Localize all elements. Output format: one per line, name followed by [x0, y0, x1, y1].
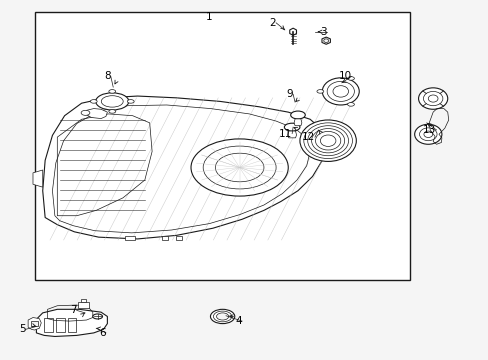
Polygon shape: [321, 37, 330, 44]
Ellipse shape: [109, 90, 116, 93]
Text: 3: 3: [320, 27, 326, 37]
Ellipse shape: [284, 123, 299, 131]
Bar: [35, 12, 409, 280]
Circle shape: [414, 124, 441, 144]
Bar: [56, 318, 64, 332]
Bar: [125, 236, 135, 240]
Bar: [78, 302, 89, 308]
Circle shape: [323, 39, 328, 42]
Ellipse shape: [216, 313, 228, 320]
Text: 5: 5: [19, 324, 26, 334]
Bar: [30, 321, 38, 327]
Circle shape: [418, 88, 447, 109]
Ellipse shape: [96, 93, 128, 110]
Text: 4: 4: [235, 316, 242, 326]
Text: 8: 8: [104, 71, 111, 81]
Ellipse shape: [290, 111, 305, 119]
Circle shape: [299, 120, 356, 161]
Ellipse shape: [347, 103, 354, 106]
Text: 7: 7: [70, 305, 77, 315]
Bar: [67, 318, 76, 332]
Bar: [176, 237, 182, 240]
Ellipse shape: [90, 100, 97, 103]
Text: 9: 9: [286, 89, 292, 99]
Circle shape: [322, 78, 359, 105]
Bar: [44, 318, 53, 332]
Ellipse shape: [93, 314, 102, 319]
Ellipse shape: [127, 100, 134, 103]
Ellipse shape: [109, 110, 116, 113]
Polygon shape: [293, 119, 301, 126]
Text: 6: 6: [99, 328, 106, 338]
Polygon shape: [85, 109, 107, 118]
Ellipse shape: [347, 77, 354, 80]
Polygon shape: [42, 96, 324, 239]
Polygon shape: [289, 28, 296, 35]
Bar: [162, 237, 167, 240]
Ellipse shape: [81, 111, 90, 115]
Text: 1: 1: [206, 13, 212, 22]
Ellipse shape: [191, 139, 287, 196]
Text: 13: 13: [423, 125, 436, 135]
Polygon shape: [287, 131, 296, 138]
Text: 2: 2: [269, 18, 276, 28]
Ellipse shape: [210, 309, 234, 324]
Text: 10: 10: [338, 71, 351, 81]
Ellipse shape: [316, 90, 323, 93]
Text: 12: 12: [301, 132, 314, 142]
Polygon shape: [28, 318, 41, 330]
Polygon shape: [36, 309, 107, 337]
Bar: [81, 299, 86, 302]
Polygon shape: [33, 170, 42, 187]
Text: 11: 11: [278, 129, 291, 139]
